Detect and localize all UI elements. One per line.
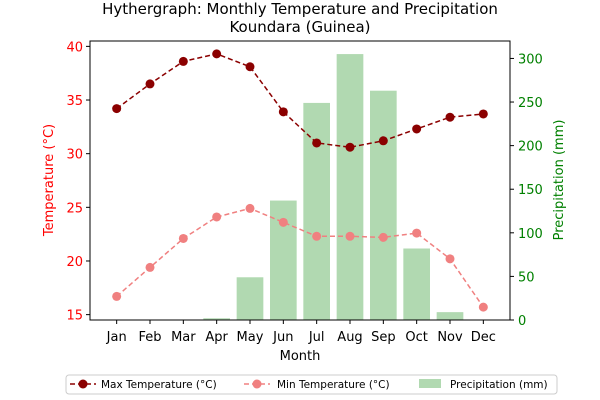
legend: Max Temperature (°C) Min Temperature (°C… <box>66 375 557 394</box>
left-tick-label: 30 <box>66 148 83 163</box>
max-temp-point-sep <box>379 136 388 145</box>
min-temp-point-sep <box>379 233 388 242</box>
min-temp-point-oct <box>412 229 421 238</box>
min-temp-point-jan <box>112 292 121 301</box>
precipitation-bars <box>203 54 463 320</box>
x-tick-label: Jul <box>308 330 325 345</box>
max-temp-point-may <box>246 62 255 71</box>
x-tick-label: Apr <box>205 330 228 345</box>
precip-bar-jul <box>303 103 330 320</box>
right-tick-label: 250 <box>518 96 543 111</box>
x-tick-label: Feb <box>138 330 161 345</box>
min-temp-point-mar <box>179 234 188 243</box>
legend-min-temp-label: Min Temperature (°C) <box>277 379 390 391</box>
precip-bar-aug <box>337 54 364 320</box>
right-axis-ticks: 0 50 100 150 200 250 300 <box>510 52 543 329</box>
x-tick-label: Dec <box>471 330 496 345</box>
x-axis-ticks: Jan Feb Mar Apr May Jun Jul Aug Sep Oct Nov Dec <box>106 320 496 345</box>
max-temp-point-feb <box>146 79 155 88</box>
left-axis-ticks: 15 20 25 30 35 40 <box>66 40 90 323</box>
x-tick-label: Mar <box>171 330 196 345</box>
x-tick-label: Nov <box>437 330 463 345</box>
legend-min-temp-marker <box>253 380 262 389</box>
right-axis-label: Precipitation (mm) <box>552 120 567 241</box>
right-tick-label: 0 <box>518 314 526 329</box>
min-temp-point-feb <box>146 263 155 272</box>
x-tick-label: May <box>237 330 264 345</box>
min-temp-point-apr <box>212 212 221 221</box>
min-temp-point-dec <box>479 303 488 312</box>
max-temp-point-aug <box>346 143 355 152</box>
left-tick-label: 20 <box>66 255 83 270</box>
min-temp-point-jul <box>312 232 321 241</box>
max-temp-point-dec <box>479 109 488 118</box>
max-temp-point-jun <box>279 107 288 116</box>
right-tick-label: 50 <box>518 270 535 285</box>
x-tick-label: Oct <box>405 330 427 345</box>
left-tick-label: 40 <box>66 40 83 55</box>
right-tick-label: 200 <box>518 140 543 155</box>
max-temp-point-oct <box>412 124 421 133</box>
right-tick-label: 150 <box>518 183 543 198</box>
left-tick-label: 15 <box>66 309 83 324</box>
legend-precip-label: Precipitation (mm) <box>450 379 548 391</box>
left-axis-label: Temperature (°C) <box>42 124 57 237</box>
x-tick-label: Sep <box>371 330 396 345</box>
right-tick-label: 100 <box>518 227 543 242</box>
x-axis-label: Month <box>280 349 321 364</box>
right-tick-label: 300 <box>518 52 543 67</box>
max-temp-line <box>117 54 484 147</box>
min-temp-point-jun <box>279 218 288 227</box>
max-temp-point-mar <box>179 57 188 66</box>
temperature-lines <box>112 49 488 311</box>
precip-bar-sep <box>370 91 397 320</box>
chart-title-line2: Koundara (Guinea) <box>229 18 370 36</box>
max-temp-point-apr <box>212 49 221 58</box>
max-temp-point-jan <box>112 104 121 113</box>
min-temp-point-aug <box>346 232 355 241</box>
x-tick-label: Jan <box>106 330 127 345</box>
min-temp-point-may <box>246 204 255 213</box>
x-tick-label: Jun <box>272 330 293 345</box>
legend-precip-swatch <box>419 379 441 388</box>
x-tick-label: Aug <box>337 330 362 345</box>
left-tick-label: 35 <box>66 94 83 109</box>
min-temp-point-nov <box>446 254 455 263</box>
chart-title-line1: Hythergraph: Monthly Temperature and Pre… <box>102 0 498 18</box>
precip-bar-may <box>237 277 264 320</box>
legend-max-temp-marker <box>79 380 88 389</box>
legend-max-temp-label: Max Temperature (°C) <box>101 379 217 391</box>
precip-bar-oct <box>403 249 430 320</box>
max-temp-point-nov <box>446 113 455 122</box>
precip-bar-nov <box>437 312 464 320</box>
left-tick-label: 25 <box>66 201 83 216</box>
max-temp-point-jul <box>312 138 321 147</box>
